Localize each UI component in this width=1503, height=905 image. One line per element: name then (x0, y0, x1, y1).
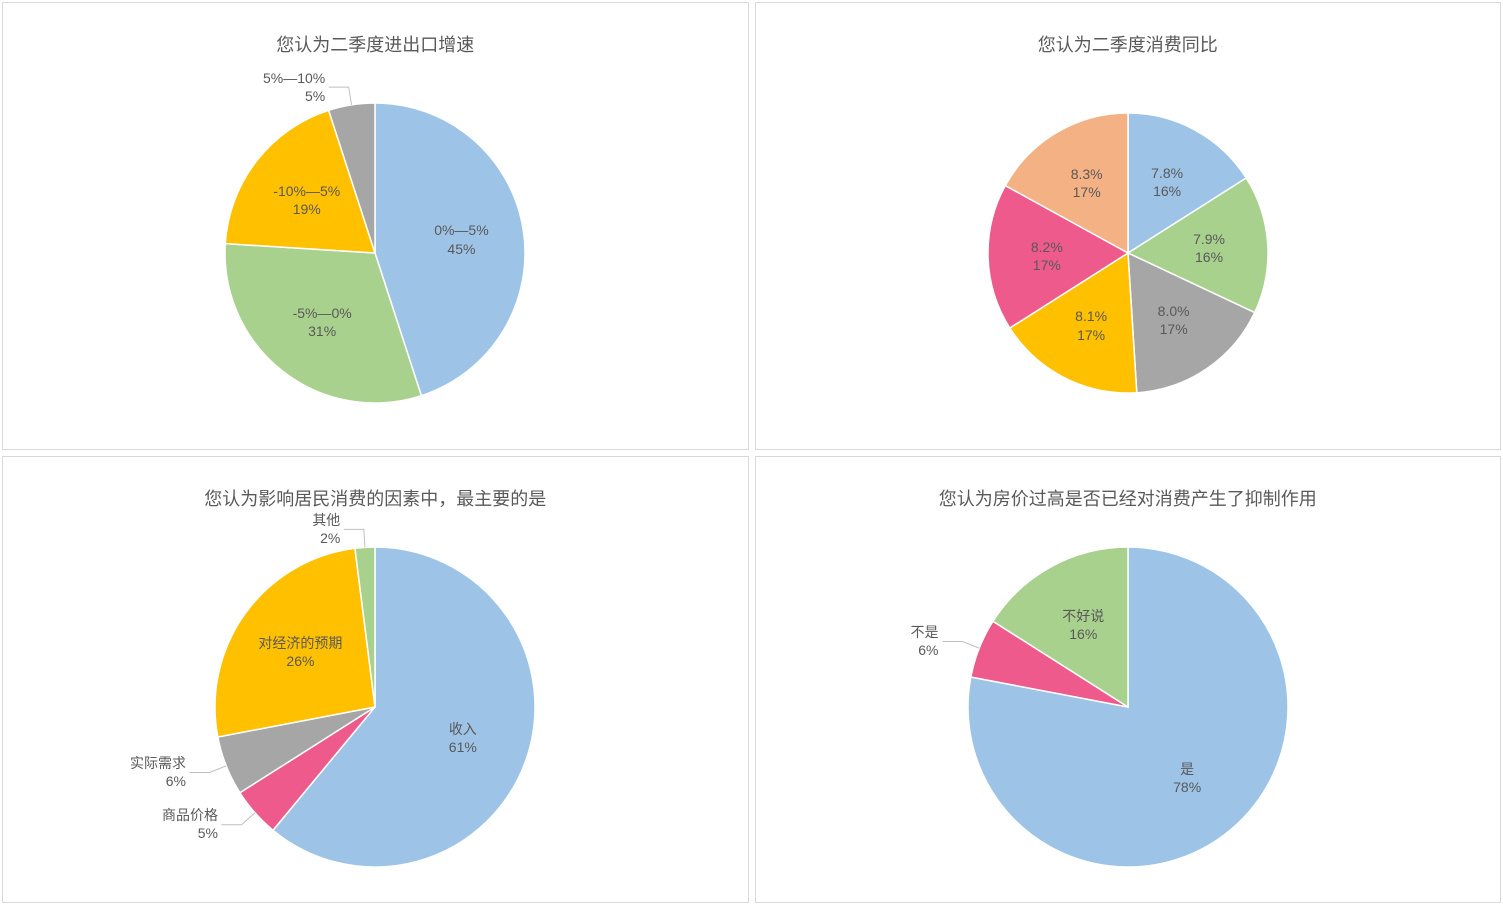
chart2-label-2: 8.0%17% (1158, 302, 1190, 338)
panel-chart1: 您认为二季度进出口增速 0%—5%45% -5%—0%31% -10%—5%19% 5… (2, 2, 749, 450)
chart2-label-1: 7.9%16% (1193, 230, 1225, 266)
chart2-label-0: 7.8%16% (1151, 164, 1183, 200)
chart3-label-3: 对经济的预期26% (258, 634, 342, 670)
panel-chart2: 您认为二季度消费同比 7.8%16% 7.9%16% 8.0%17% 8.1%17% 8… (755, 2, 1502, 450)
chart4-leader-1 (942, 641, 979, 648)
chart2-title: 您认为二季度消费同比 (1038, 31, 1218, 57)
chart3-leader-4 (344, 529, 365, 547)
chart1-label-0: 0%—5%45% (434, 221, 488, 257)
chart3-leader-2 (190, 765, 227, 772)
chart3-title: 您认为影响居民消费的因素中，最主要的是 (204, 485, 546, 511)
chart4-title: 您认为房价过高是否已经对消费产生了抑制作用 (939, 485, 1317, 511)
chart1-label-1: -5%—0%31% (293, 304, 352, 340)
chart1-leader-3 (329, 87, 352, 105)
panel-chart4: 您认为房价过高是否已经对消费产生了抑制作用 是78% 不是6% 不好说16% (755, 456, 1502, 904)
chart4-label-1: 不是6% (910, 623, 942, 659)
chart2-area: 7.8%16% 7.9%16% 8.0%17% 8.1%17% 8.2%17% 8.3%1… (756, 67, 1501, 449)
chart3-area: 收入61%商品价格5%实际需求6%对经济的预期26%其他2% (3, 521, 748, 903)
chart1-label-2: -10%—5%19% (273, 181, 340, 217)
chart1-label-3: 5%—10%5% (263, 69, 329, 105)
chart1-pie (3, 67, 748, 449)
chart3-label-2: 实际需求6% (130, 754, 190, 790)
chart2-label-5: 8.3%17% (1071, 165, 1103, 201)
chart3-leader-1 (222, 812, 256, 824)
chart3-pie (3, 521, 748, 903)
chart3-label-0: 收入61% (449, 720, 477, 756)
chart2-pie (755, 67, 1500, 449)
chart4-label-0: 是78% (1173, 760, 1201, 796)
chart1-title: 您认为二季度进出口增速 (276, 31, 474, 57)
chart4-label-2: 不好说16% (1062, 607, 1104, 643)
panel-chart3: 您认为影响居民消费的因素中，最主要的是 收入61% 商品价格5% 实际需求6% 对经济… (2, 456, 749, 904)
chart4-pie (755, 521, 1500, 903)
chart3-label-4: 其他2% (312, 511, 344, 547)
chart4-area: 是78% 不是6% 不好说16% (756, 521, 1501, 903)
chart2-label-4: 8.2%17% (1031, 237, 1063, 273)
chart-grid: 您认为二季度进出口增速 0%—5%45% -5%—0%31% -10%—5%19% 5… (0, 0, 1503, 905)
chart2-label-3: 8.1%17% (1075, 307, 1107, 343)
chart3-label-1: 商品价格5% (162, 806, 222, 842)
chart1-area: 0%—5%45% -5%—0%31% -10%—5%19% 5%—10%5% (3, 67, 748, 449)
